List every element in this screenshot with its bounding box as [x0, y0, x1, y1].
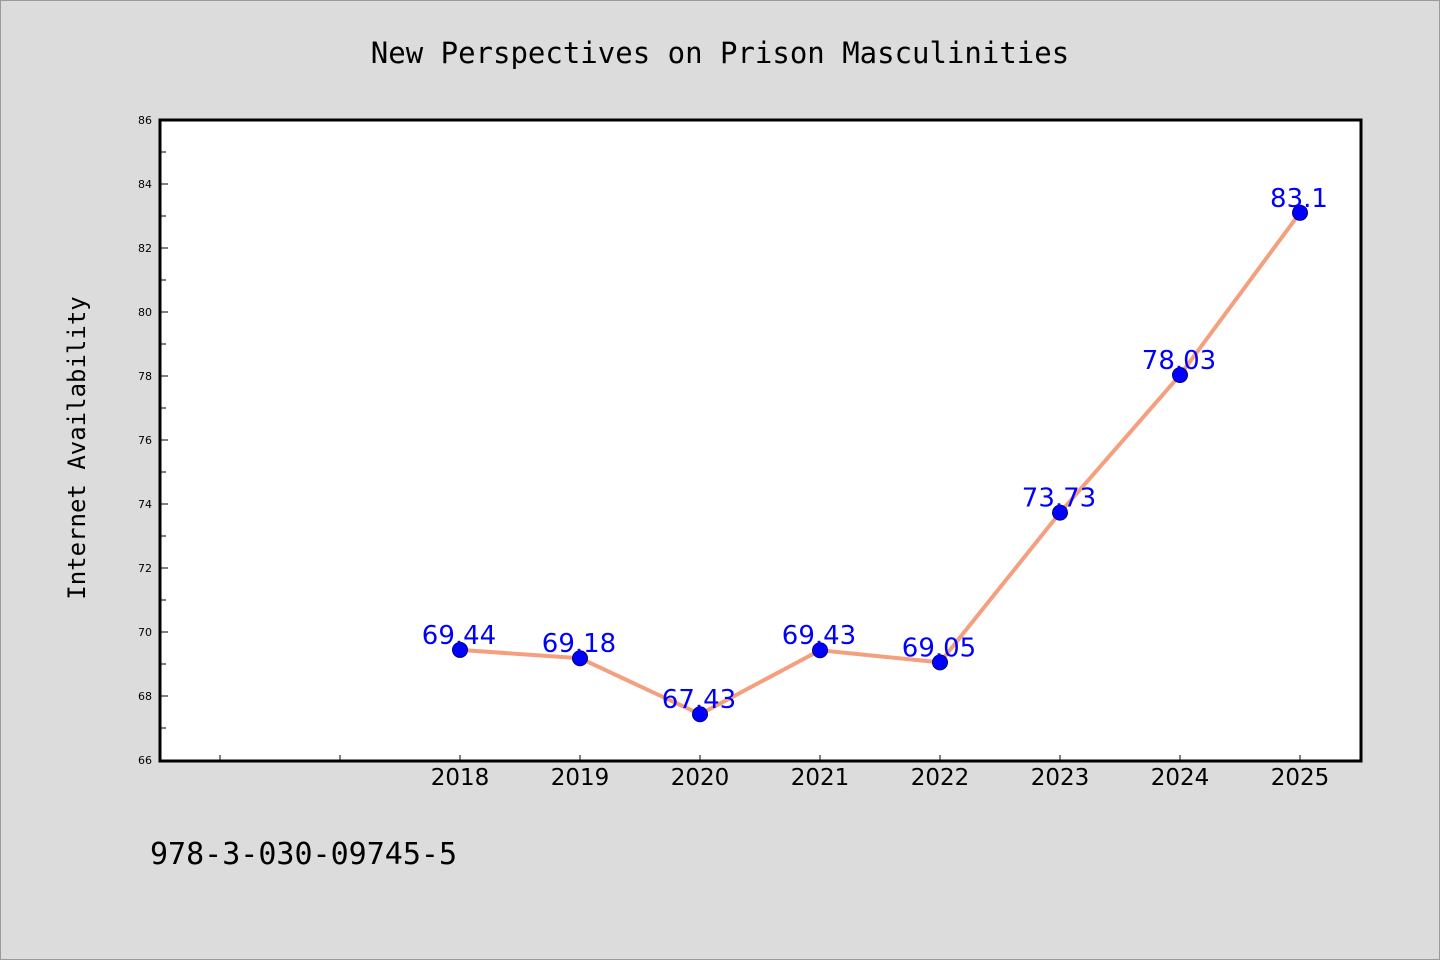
x-tick-label: 2025: [1271, 765, 1330, 791]
y-tick-label: 82: [138, 242, 152, 255]
y-tick-label: 72: [138, 562, 152, 575]
x-axis: 2018 2019 2020 2021 2022 2023 2024 2025: [219, 755, 1330, 791]
x-tick-label: 2024: [1151, 765, 1210, 791]
data-label: 69.18: [542, 629, 616, 659]
y-axis: 66 68 70 72 74 76 78 80 82 84 86: [138, 114, 168, 767]
x-tick-label: 2023: [1031, 765, 1090, 791]
y-tick-label: 66: [138, 754, 152, 767]
y-tick-label: 76: [138, 434, 152, 447]
series-group: 69.44 69.18 67.43 69.43 69.05 73.73 78.03 83.1: [422, 184, 1328, 723]
y-axis-label: Internet Availability: [63, 296, 91, 599]
series-line: [458, 210, 1302, 717]
data-point: [692, 706, 708, 723]
y-tick-label: 78: [138, 370, 152, 383]
x-tick-label: 2019: [551, 765, 610, 791]
data-point: [452, 641, 468, 658]
data-label: 67.43: [662, 685, 736, 715]
data-point: [812, 642, 828, 659]
x-tick-label: 2020: [671, 765, 730, 791]
data-point: [1172, 367, 1188, 384]
data-point: [932, 654, 948, 671]
y-tick-label: 70: [138, 626, 152, 639]
plot-area: [158, 118, 1363, 763]
data-label: 83.1: [1270, 184, 1328, 214]
y-tick-label: 68: [138, 690, 152, 703]
data-label: 69.44: [422, 621, 496, 651]
data-label: 73.73: [1022, 484, 1096, 514]
footer-isbn: 978-3-030-09745-5: [150, 837, 457, 872]
x-tick-label: 2022: [911, 765, 970, 791]
data-point: [1292, 204, 1308, 221]
data-label: 69.05: [902, 633, 976, 663]
x-tick-label: 2018: [431, 765, 490, 791]
y-tick-label: 80: [138, 306, 152, 319]
y-tick-label: 86: [138, 114, 152, 127]
x-tick-label: 2021: [791, 765, 850, 791]
y-tick-label: 84: [138, 178, 152, 191]
data-label: 78.03: [1142, 346, 1216, 376]
chart-title: New Perspectives on Prison Masculinities: [371, 36, 1069, 70]
data-label: 69.43: [782, 621, 856, 651]
y-tick-label: 74: [138, 498, 152, 511]
data-point: [572, 650, 588, 667]
data-point: [1052, 504, 1068, 521]
